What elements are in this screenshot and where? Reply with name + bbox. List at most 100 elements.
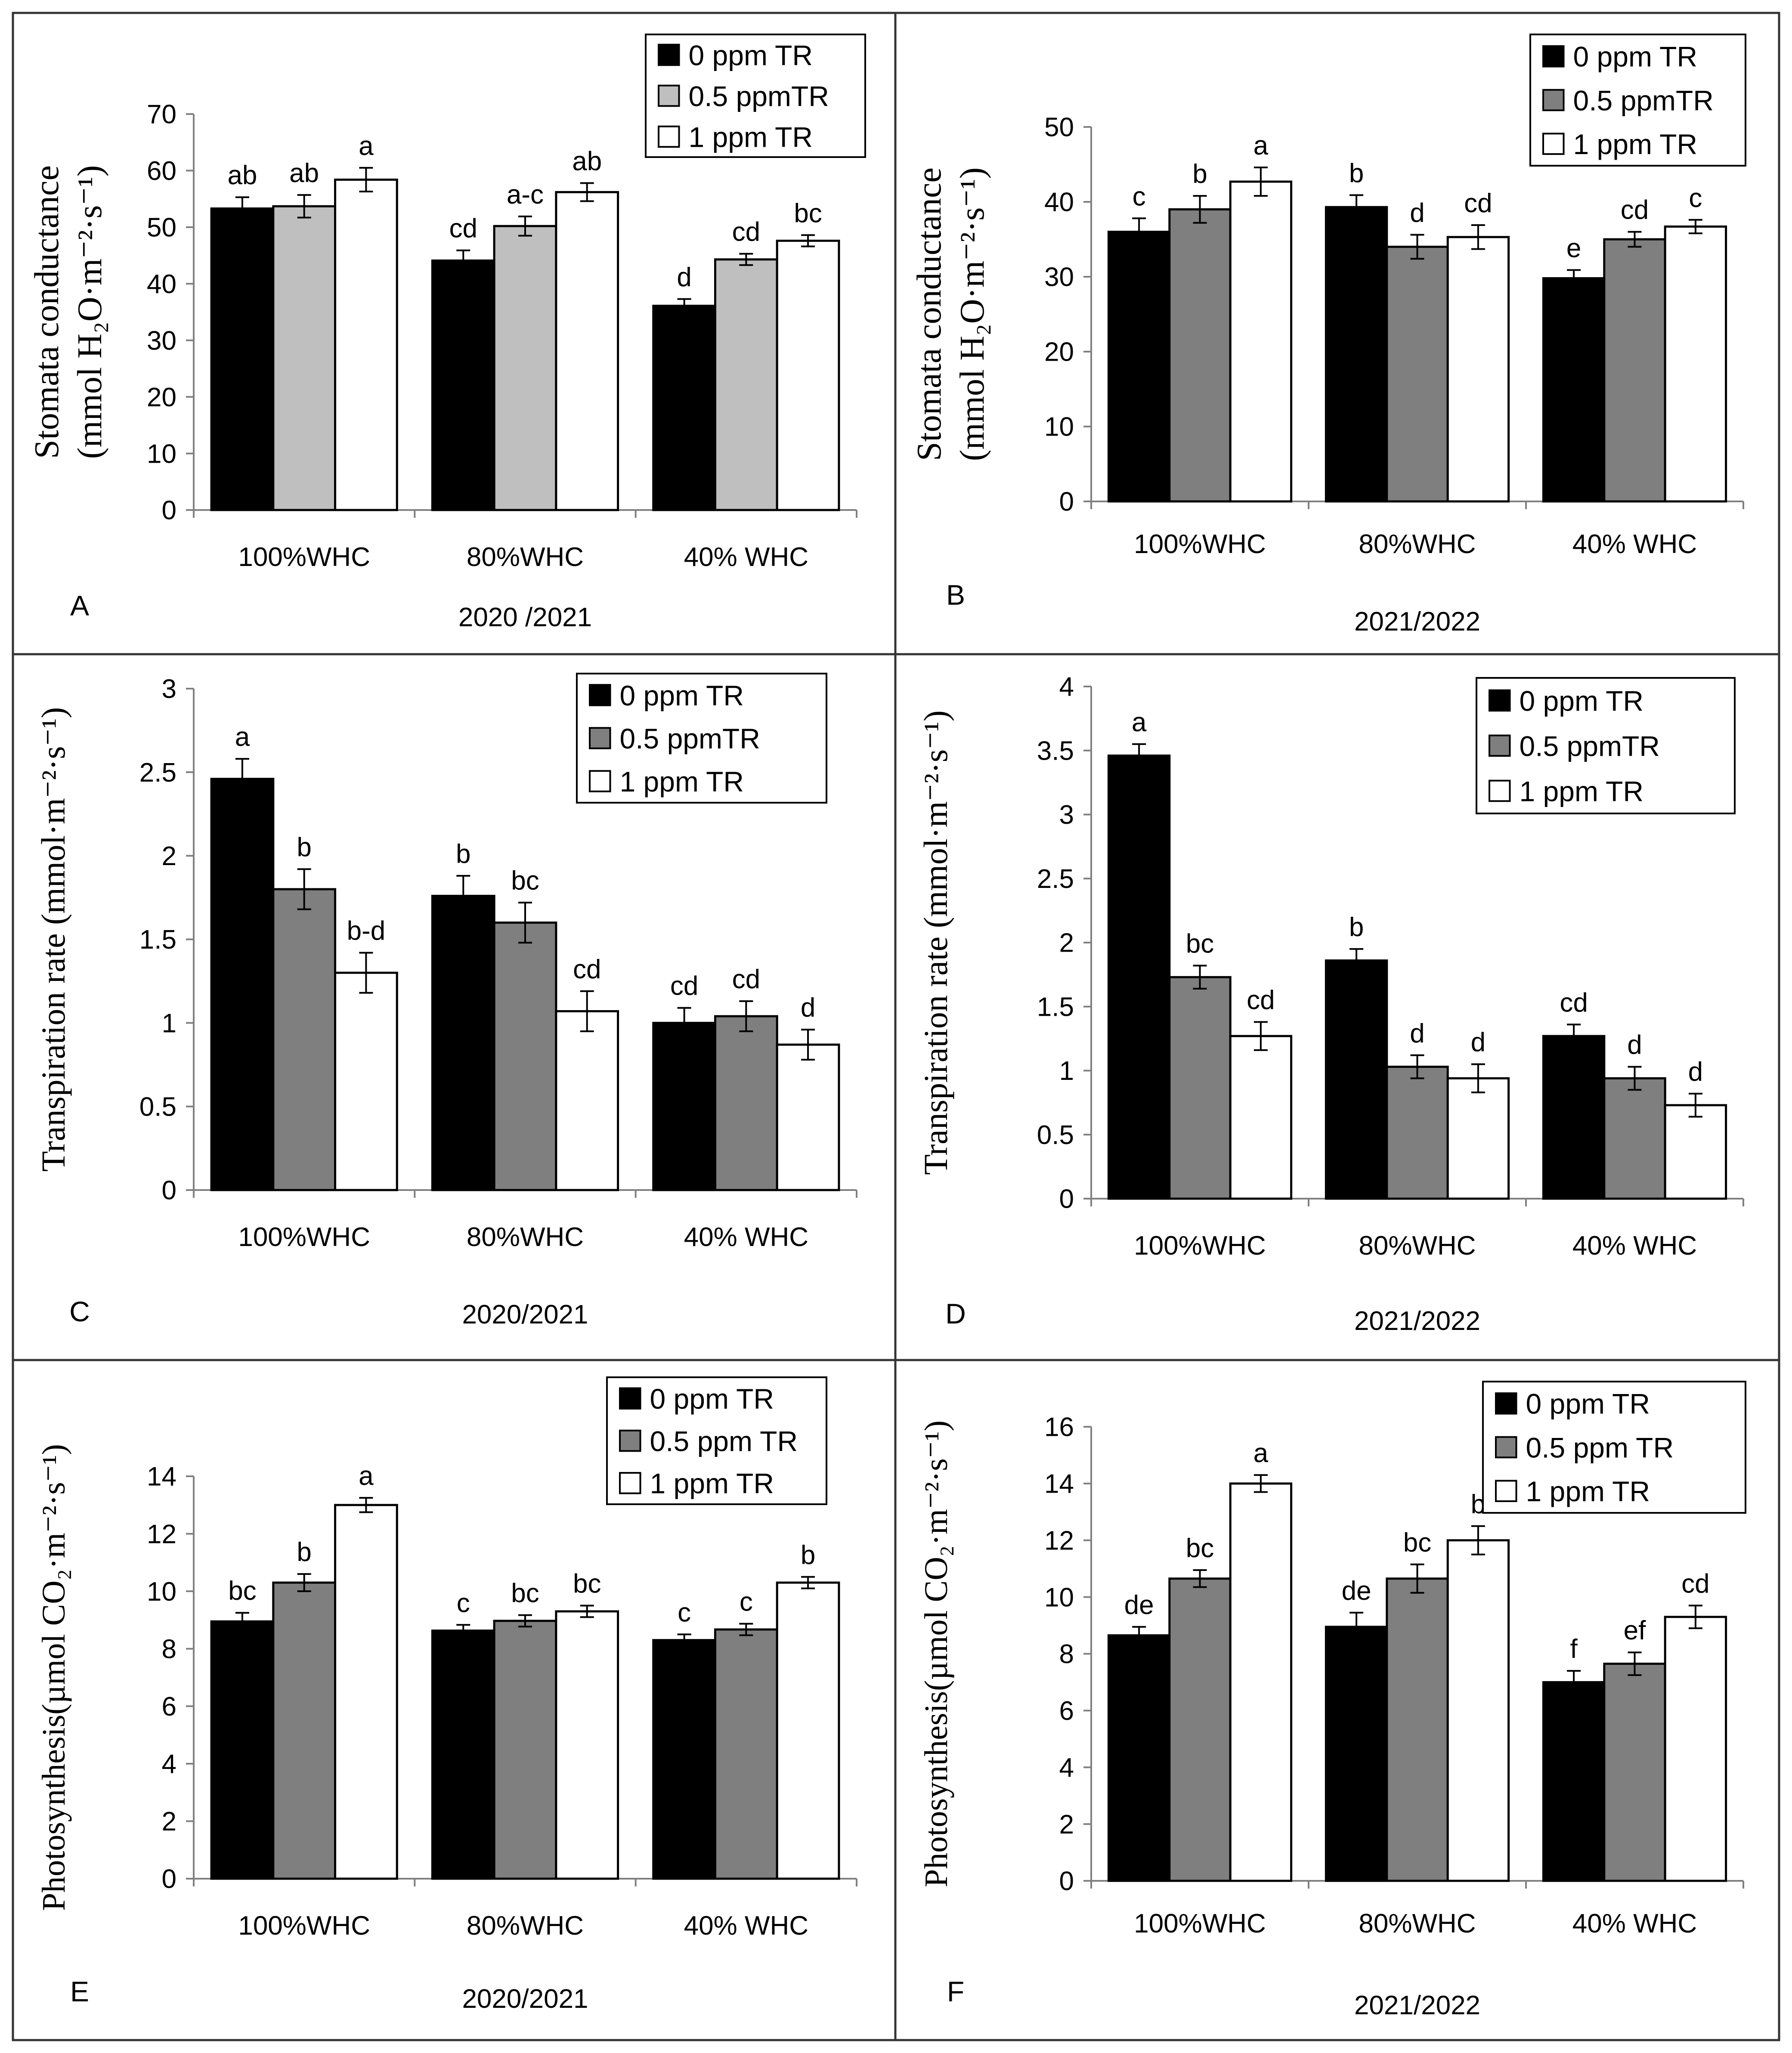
bar [1542,1681,1606,1882]
legend-label: 0 ppm TR [1520,685,1644,717]
y-tick-label: 6 [1059,1696,1074,1726]
y-tick-label: 1 [162,1008,176,1038]
y-tick-label: 10 [1044,412,1074,442]
significance-letter: ab [227,161,257,190]
legend-swatch [1542,45,1565,68]
bar [1168,1577,1232,1882]
significance-letter: cd [1464,189,1492,218]
legend-swatch [1542,133,1565,155]
y-axis-title: Transpiration rate (mmol·m⁻²·s⁻¹) [34,707,72,1172]
bar [431,259,495,511]
bar [1168,208,1232,503]
significance-letter: de [1124,1590,1154,1620]
y-tick-label: 3 [162,674,176,704]
y-tick-label: 8 [1059,1639,1074,1669]
legend-swatch [619,1387,641,1410]
significance-letter: bc [228,1576,256,1606]
significance-letter: c [740,1587,753,1617]
y-tick-label: 0 [162,496,176,526]
bar [334,1504,398,1880]
legend-label: 0.5 ppm TR [650,1425,798,1457]
x-axis-title: 2020/2021 [462,1300,588,1330]
legend-label: 0 ppm TR [620,680,744,711]
legend-swatch [1495,1480,1517,1502]
y-tick-label: 0.5 [1037,1120,1074,1150]
significance-letter: b [1192,159,1207,189]
y-axis-title-units: (mmol H₂O·m⁻²·s⁻¹) [71,165,109,459]
bar [1664,1104,1727,1200]
significance-letter: cd [449,214,477,244]
x-category-label: 80%WHC [1359,1231,1476,1261]
significance-letter: ef [1624,1616,1646,1645]
significance-letter: d [1688,1057,1703,1087]
panel-letter: D [945,1298,966,1330]
significance-letter: a [1253,1438,1269,1468]
significance-letter: cd [573,955,601,984]
significance-letter: a [235,722,250,752]
legend-label: 0 ppm TR [1526,1388,1650,1420]
bar [1386,1066,1449,1200]
x-category-label: 100%WHC [1134,1231,1266,1261]
significance-letter: d [1471,1028,1486,1057]
legend-swatch [1489,689,1511,712]
legend-label: 0 ppm TR [689,39,813,71]
legend-box [1482,1381,1746,1514]
bar [1386,245,1449,503]
significance-letter: b [456,839,470,869]
x-category-label: 80%WHC [467,1911,584,1941]
legend-swatch [1489,734,1511,757]
bar [1542,1035,1606,1200]
legend-label: 0.5 ppmTR [620,723,760,754]
legend-swatch [589,684,611,706]
bar [272,1581,337,1880]
legend-label: 0.5 ppmTR [1573,84,1714,116]
significance-letter: d [1410,198,1424,228]
y-tick-label: 10 [147,1577,176,1607]
bar [1603,238,1666,503]
x-axis-title: 2021/2022 [1354,1991,1480,2020]
bar [1325,959,1388,1200]
y-tick-label: 20 [147,383,176,412]
y-axis-title: Photosynthesis(µmol CO₂·m⁻²·s⁻¹) [36,1444,72,1911]
significance-letter: a-c [507,180,544,210]
y-tick-label: 16 [1044,1413,1074,1442]
y-tick-label: 50 [147,213,176,243]
significance-letter: bc [794,198,822,228]
significance-letter: cd [670,971,698,1001]
y-tick-label: 2 [1059,1810,1074,1840]
significance-letter: d [1627,1030,1642,1060]
legend-label: 1 ppm TR [689,121,813,153]
bar [714,258,778,511]
y-tick-label: 0 [162,1176,176,1206]
panel-letter: C [69,1295,90,1327]
legend-box [1529,34,1746,167]
legend-label: 1 ppm TR [1526,1475,1650,1507]
legend-label: 0 ppm TR [650,1383,774,1415]
legend: 0 ppm TR 0.5 ppm TR 1 ppm TR [606,1376,827,1505]
significance-letter: cd [732,965,760,994]
significance-letter: ab [289,158,319,188]
y-tick-label: 4 [162,1750,176,1779]
x-category-label: 40% WHC [684,542,808,572]
bar [1229,1482,1293,1882]
significance-letter: cd [1681,1569,1709,1598]
y-tick-label: 2.5 [139,758,176,788]
y-tick-label: 20 [1044,337,1074,367]
bar [1325,1626,1388,1882]
panel-letter: A [70,590,89,621]
significance-letter: ab [572,146,602,176]
significance-letter: f [1570,1634,1578,1664]
y-tick-label: 10 [147,439,176,469]
bar [1325,206,1388,503]
bar [431,895,495,1191]
y-tick-label: 10 [1044,1583,1074,1612]
significance-letter: a [359,131,374,161]
y-tick-label: 50 [1044,113,1074,142]
bar [652,305,716,511]
x-category-label: 40% WHC [1572,1231,1697,1261]
legend: 0 ppm TR 0.5 ppmTR 1 ppm TR [1476,677,1736,814]
y-tick-label: 1.5 [139,925,176,955]
legend-swatch [658,84,680,107]
x-category-label: 100%WHC [238,1222,370,1252]
bar [1107,1634,1171,1882]
